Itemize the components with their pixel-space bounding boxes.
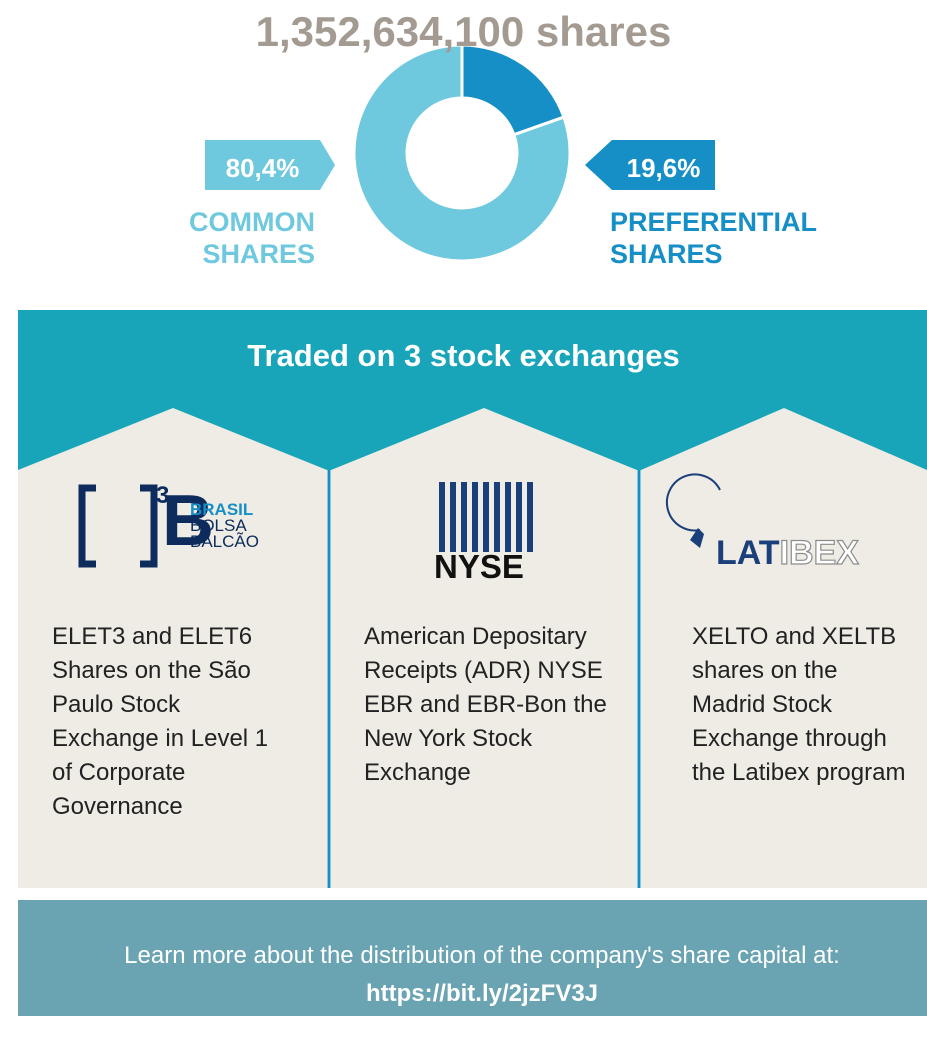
logo-lines: BRASIL BOLSA BALCÃO (190, 500, 259, 551)
panel (331, 408, 637, 888)
pie-segment (460, 43, 566, 137)
logo-line: BOLSA (190, 516, 247, 535)
logo-sup: 3 (156, 482, 170, 509)
panel (641, 408, 927, 888)
logo-line: BRASIL (190, 500, 254, 519)
exchange-text: XELTO and XELTB shares on the Madrid Sto… (692, 623, 906, 786)
logo-text: B (162, 481, 214, 561)
logo-text: NYSE (434, 548, 524, 585)
logo-bracket (140, 484, 158, 568)
footer-link[interactable]: https://bit.ly/2jzFV3J (365, 980, 599, 1007)
footer-text: Learn more about the distribution of the… (100, 937, 864, 1013)
logo-text: LATIBEX (716, 533, 860, 573)
section-title: Traded on 3 stock exchanges (247, 338, 680, 373)
value-label: 80,4% (225, 153, 300, 183)
logo-part: LAT (716, 534, 780, 572)
pie-segment (352, 43, 572, 263)
logo-globe (690, 528, 704, 548)
legend-label: COMMON SHARES (189, 207, 315, 269)
exchange-text: ELET3 and ELET6 Shares on the São Paulo … (52, 623, 269, 820)
panel (18, 408, 327, 888)
label-box (585, 140, 715, 190)
value-label: 19,6% (626, 153, 701, 183)
nyse-bars (439, 482, 533, 552)
legend-label: PREFERENTIAL SHARES (610, 207, 817, 269)
logo-part: IBEX (779, 533, 860, 572)
logo-bracket (78, 484, 96, 568)
label-box (205, 140, 335, 190)
logo-line: BALCÃO (190, 532, 259, 551)
logo-globe (665, 473, 721, 532)
footer-band (18, 900, 927, 1016)
exchange-text: American Depositary Receipts (ADR) NYSE … (364, 623, 607, 786)
chart-title: 1,352,634,100 shares (255, 8, 672, 55)
footer-note: Learn more about the distribution of the… (124, 942, 840, 969)
